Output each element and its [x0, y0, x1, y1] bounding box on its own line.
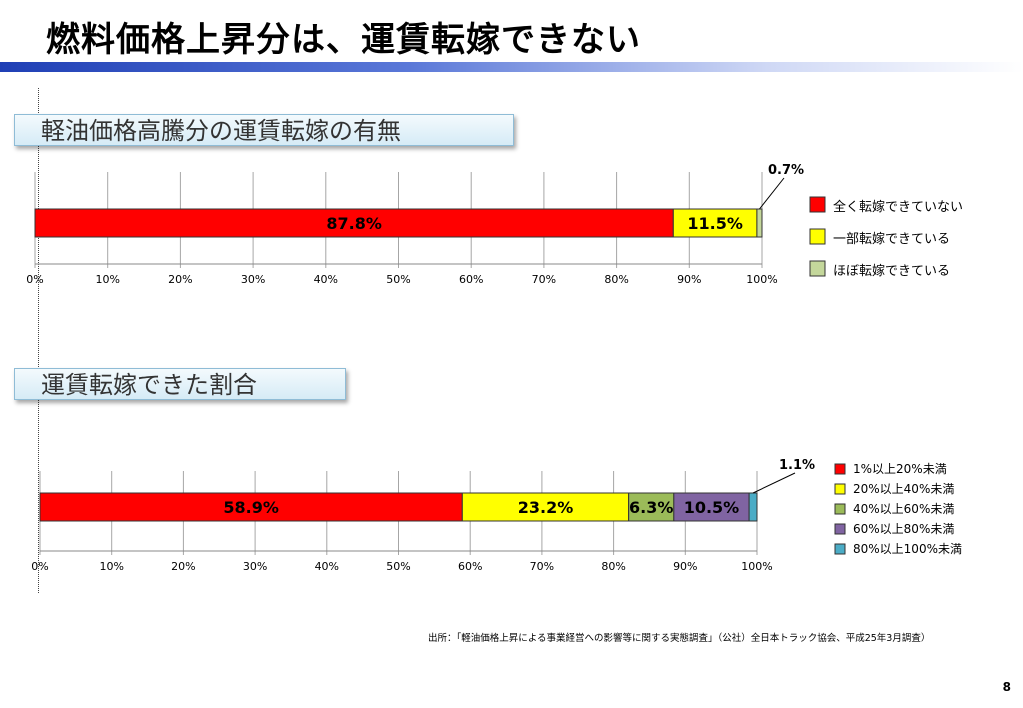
legend-swatch-5 — [834, 543, 846, 555]
bar-segment-5 — [748, 492, 758, 522]
legend-swatch-4 — [834, 523, 846, 535]
x-tick-label: 60% — [459, 273, 483, 286]
data-label-4: 10.5% — [684, 498, 740, 517]
data-label-1: 87.8% — [326, 214, 382, 233]
bar-segment-3 — [628, 492, 675, 522]
x-tick-label: 0% — [31, 560, 48, 573]
x-tick-label: 10% — [99, 560, 123, 573]
section2-label: 運賃転嫁できた割合 — [41, 371, 257, 399]
x-tick-label: 50% — [386, 560, 410, 573]
legend-swatch-2 — [809, 228, 826, 245]
slide-title: 燃料価格上昇分は、運賃転嫁できない — [46, 20, 641, 60]
x-tick-label: 90% — [677, 273, 701, 286]
leader-line-5 — [752, 472, 796, 494]
legend-label-1: 1%以上20%未満 — [853, 462, 947, 476]
section2-header: 運賃転嫁できた割合 — [14, 368, 346, 400]
legend-label-3: 40%以上60%未満 — [853, 502, 954, 516]
legend-swatch-3 — [834, 503, 846, 515]
x-tick-label: 30% — [241, 273, 265, 286]
legend-swatch-1 — [809, 196, 826, 213]
source-footnote: 出所：「軽油価格上昇による事業経営への影響等に関する実態調査」（公社）全日本トラ… — [428, 633, 931, 644]
x-tick-label: 40% — [315, 560, 339, 573]
data-label-5: 1.1% — [779, 458, 815, 473]
bar-segment-1 — [34, 208, 674, 238]
x-tick-label: 20% — [168, 273, 192, 286]
data-label-1: 58.9% — [223, 498, 279, 517]
legend-swatch-2 — [834, 483, 846, 495]
x-tick-label: 40% — [314, 273, 338, 286]
section1-label: 軽油価格高騰分の運賃転嫁の有無 — [41, 117, 401, 145]
legend-label-4: 60%以上80%未満 — [853, 522, 954, 536]
legend-swatch-1 — [834, 463, 846, 475]
legend-label-3: ほぼ転嫁できている — [833, 264, 950, 279]
x-tick-label: 30% — [243, 560, 267, 573]
x-tick-label: 100% — [741, 560, 772, 573]
page-number: 8 — [1002, 680, 1011, 694]
x-tick-label: 50% — [386, 273, 410, 286]
dotted-guide-line — [38, 88, 39, 593]
legend-label-2: 20%以上40%未満 — [853, 482, 954, 496]
x-tick-label: 10% — [95, 273, 119, 286]
x-tick-label: 100% — [746, 273, 777, 286]
section1-header: 軽油価格高騰分の運賃転嫁の有無 — [14, 114, 514, 146]
x-tick-label: 0% — [26, 273, 43, 286]
x-tick-label: 90% — [673, 560, 697, 573]
x-tick-label: 80% — [604, 273, 628, 286]
x-tick-label: 60% — [458, 560, 482, 573]
x-tick-label: 20% — [171, 560, 195, 573]
legend-label-5: 80%以上100%未満 — [853, 542, 962, 556]
x-tick-label: 80% — [601, 560, 625, 573]
data-label-3: 0.7% — [768, 163, 804, 178]
x-tick-label: 70% — [532, 273, 556, 286]
data-label-2: 23.2% — [518, 498, 574, 517]
title-underline — [0, 62, 1023, 72]
x-tick-label: 70% — [530, 560, 554, 573]
chart-pass-through-ratio: 0% 10% 20% 30% 40% 50% 60% 70% 80% 90% 100% 58.9% 23… — [31, 458, 962, 573]
leader-line-3 — [759, 177, 785, 210]
chart-fuel-cost-pass-through: 0% 10% 20% 30% 40% 50% 60% 70% 80% 90% 100% 87.8% 11… — [26, 163, 963, 286]
bar-segment-3 — [756, 208, 763, 238]
legend-label-2: 一部転嫁できている — [833, 232, 950, 247]
data-label-3: 6.3% — [629, 498, 673, 517]
legend-swatch-3 — [809, 260, 826, 277]
data-label-2: 11.5% — [687, 214, 743, 233]
legend-label-1: 全く転嫁できていない — [833, 199, 963, 215]
